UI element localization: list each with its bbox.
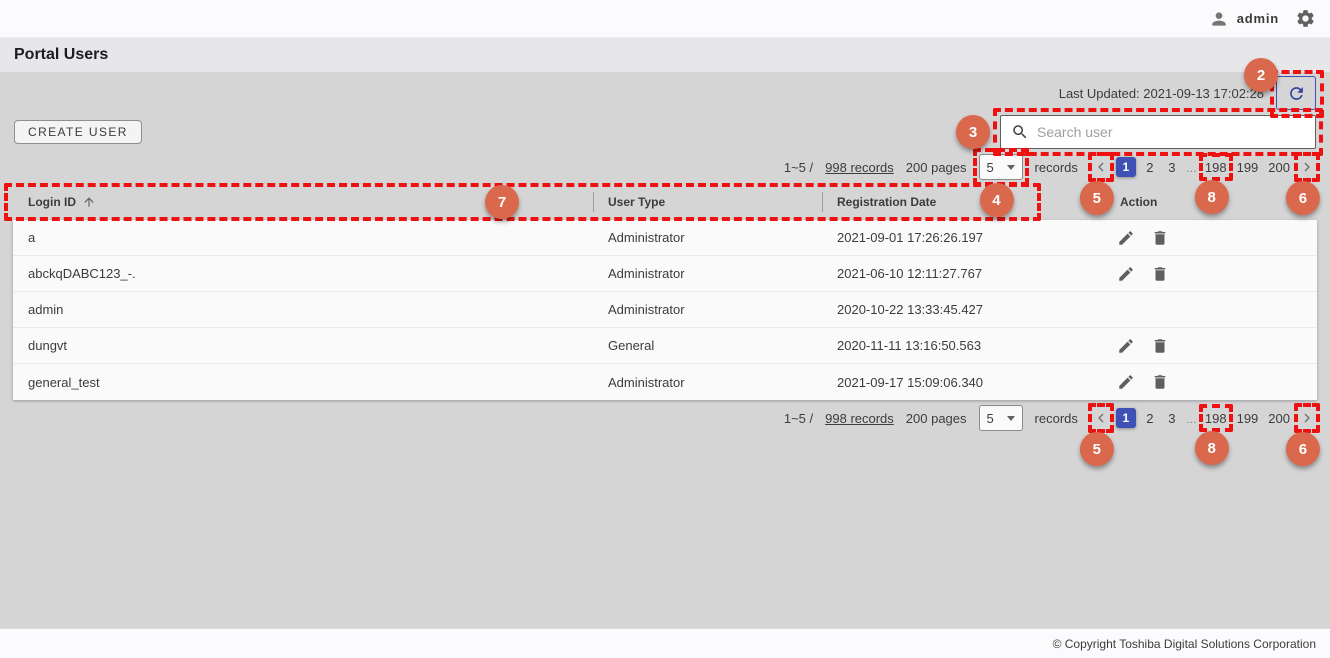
cell-registration-date: 2020-10-22 13:33:45.427: [837, 302, 984, 317]
chevron-down-icon: [1006, 415, 1015, 421]
page-number-2[interactable]: 2: [1146, 159, 1154, 175]
search-icon: [1013, 125, 1027, 139]
page-number-1[interactable]: 1: [1115, 408, 1136, 428]
footer: © Copyright Toshiba Digital Solutions Co…: [0, 628, 1330, 658]
gear-icon[interactable]: [1295, 8, 1316, 29]
pages-count-label: 200 pages: [905, 410, 967, 426]
delete-icon[interactable]: [1151, 229, 1169, 247]
cell-user-type: Administrator: [608, 266, 685, 281]
page-numbers: 5 1 2 3 … 198 8 199 200 6: [1079, 152, 1320, 215]
records-label: records: [1034, 410, 1078, 426]
pagination-ellipsis: …: [1185, 414, 1197, 426]
cell-registration-date: 2021-06-10 12:11:27.767: [837, 266, 983, 281]
page-numbers: 5 1 2 3 … 198 8 199 200 6: [1079, 403, 1320, 466]
page-number-2[interactable]: 2: [1146, 410, 1154, 426]
table-header-row: Login ID User Type Registration Date Act…: [4, 183, 1317, 221]
edit-icon[interactable]: [1117, 265, 1135, 283]
cell-user-type: Administrator: [608, 374, 685, 390]
copyright-label: © Copyright Toshiba Digital Solutions Co…: [1052, 636, 1316, 651]
cell-login-id: a: [28, 230, 36, 245]
column-header-registration-date[interactable]: Registration Date: [822, 184, 1105, 220]
search-input[interactable]: [1037, 124, 1305, 140]
page-number-199[interactable]: 199: [1236, 159, 1259, 175]
cell-user-type: General: [608, 338, 655, 353]
column-header-user-type[interactable]: User Type: [593, 184, 822, 220]
page-title: Portal Users: [14, 46, 109, 63]
cell-registration-date: 2021-09-01 17:26:26.197: [837, 230, 984, 245]
chevron-left-icon[interactable]: [1092, 156, 1110, 178]
chevron-down-icon: [1006, 164, 1015, 170]
refresh-row: Last Updated: 2021-09-13 17:02:28 2: [0, 58, 1330, 118]
page-size-value: 5: [986, 159, 994, 175]
table-row[interactable]: dungvt General 2020-11-11 13:16:50.563: [13, 328, 1317, 364]
page-number-3[interactable]: 3: [1168, 410, 1176, 426]
delete-icon[interactable]: [1151, 265, 1169, 283]
page-number-200[interactable]: 200: [1268, 410, 1290, 426]
person-icon: [1209, 9, 1229, 29]
records-label: records: [1034, 159, 1078, 175]
records-link[interactable]: 998 records: [825, 410, 894, 426]
pagination-top: 1~5 / 998 records 200 pages 5 4 records …: [0, 148, 1330, 217]
cell-login-id: abckqDABC123_-.: [28, 266, 136, 281]
search-box: [1000, 115, 1316, 149]
cell-actions: [1105, 373, 1317, 391]
edit-icon[interactable]: [1117, 373, 1135, 391]
annotation-badge-6: 6: [1285, 432, 1320, 466]
pagination-bottom: 1~5 / 998 records 200 pages 5 records 5 …: [0, 403, 1330, 466]
page-number-198[interactable]: 198: [1204, 159, 1227, 175]
table-row[interactable]: general_test Administrator 2021-09-17 15…: [13, 364, 1317, 400]
column-header-login-id[interactable]: Login ID: [13, 184, 593, 220]
chevron-right-icon[interactable]: [1298, 156, 1316, 178]
page-size-select[interactable]: 5: [978, 405, 1023, 431]
cell-user-type: Administrator: [608, 230, 685, 245]
page-number-3[interactable]: 3: [1168, 159, 1176, 175]
username-label: admin: [1236, 11, 1279, 26]
range-label: 1~5 /: [783, 410, 814, 426]
page-number-200[interactable]: 200: [1268, 159, 1290, 175]
cell-user-type: Administrator: [608, 302, 685, 317]
page-number-199[interactable]: 199: [1236, 410, 1259, 426]
page-number-198[interactable]: 198: [1204, 410, 1227, 426]
refresh-button[interactable]: [1276, 76, 1316, 110]
cell-actions: [1105, 265, 1317, 283]
table-row[interactable]: abckqDABC123_-. Administrator 2021-06-10…: [13, 256, 1317, 292]
users-table: Login ID User Type Registration Date Act…: [4, 183, 1317, 400]
edit-icon[interactable]: [1117, 337, 1135, 355]
page-title-bar: Portal Users: [0, 38, 1330, 72]
page-size-value: 5: [986, 410, 994, 426]
refresh-icon: [1289, 86, 1303, 100]
annotation-badge-5: 5: [1079, 432, 1114, 466]
delete-icon[interactable]: [1151, 337, 1169, 355]
actions-row: CREATE USER 3: [0, 108, 1330, 156]
cell-actions: [1105, 229, 1317, 247]
chevron-left-icon[interactable]: [1092, 407, 1110, 429]
pages-count-label: 200 pages: [905, 159, 967, 175]
column-header-action: Action: [1105, 184, 1317, 220]
page-number-1[interactable]: 1: [1115, 157, 1136, 177]
user-menu[interactable]: admin: [1209, 9, 1279, 29]
page-size-select[interactable]: 5: [978, 154, 1023, 180]
top-bar: admin: [0, 0, 1330, 38]
sort-ascending-icon: [84, 197, 94, 207]
cell-login-id: dungvt: [28, 338, 68, 353]
cell-registration-date: 2021-09-17 15:09:06.340: [837, 374, 984, 390]
create-user-button[interactable]: CREATE USER: [14, 120, 142, 144]
last-updated-label: Last Updated: 2021-09-13 17:02:28: [1058, 85, 1264, 101]
table-row[interactable]: a Administrator 2021-09-01 17:26:26.197: [13, 220, 1317, 256]
annotation-badge-3: 3: [956, 115, 990, 149]
pagination-ellipsis: …: [1185, 163, 1197, 175]
table-body: a Administrator 2021-09-01 17:26:26.197 …: [13, 220, 1317, 400]
records-link[interactable]: 998 records: [825, 159, 894, 175]
edit-icon[interactable]: [1117, 229, 1135, 247]
cell-actions: [1105, 337, 1317, 355]
annotation-badge-8: 8: [1194, 431, 1229, 465]
chevron-right-icon[interactable]: [1298, 407, 1316, 429]
range-label: 1~5 /: [783, 159, 814, 175]
cell-login-id: general_test: [28, 374, 100, 390]
cell-registration-date: 2020-11-11 13:16:50.563: [837, 338, 982, 353]
cell-login-id: admin: [28, 302, 64, 317]
delete-icon[interactable]: [1151, 373, 1169, 391]
table-row[interactable]: admin Administrator 2020-10-22 13:33:45.…: [13, 292, 1317, 328]
